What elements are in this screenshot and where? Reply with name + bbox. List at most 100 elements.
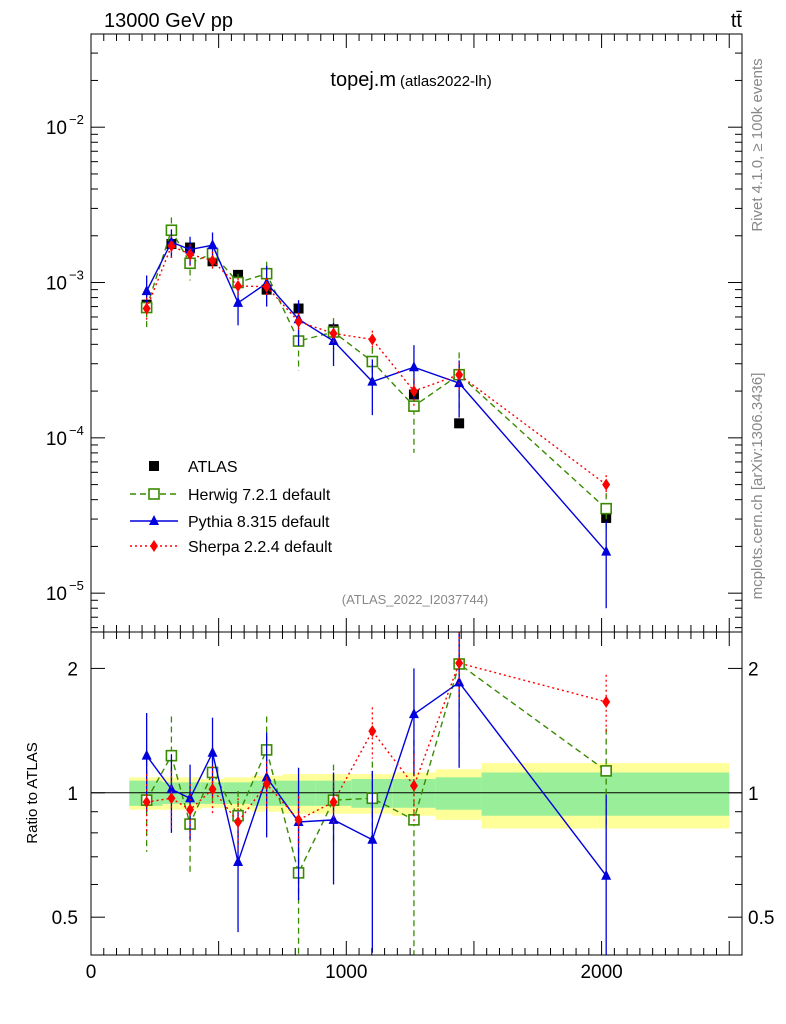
ratio-point bbox=[261, 771, 272, 782]
data-point bbox=[234, 279, 243, 292]
y-tick-label: 10 bbox=[46, 584, 67, 605]
ratio-point bbox=[602, 695, 611, 708]
y-tick-exponent: −2 bbox=[69, 112, 84, 127]
data-point bbox=[455, 368, 464, 381]
legend-entry: Herwig 7.2.1 default bbox=[130, 487, 331, 504]
y-tick-exponent: −3 bbox=[69, 268, 84, 283]
data-point bbox=[294, 315, 303, 328]
data-point bbox=[207, 239, 218, 250]
data-point bbox=[454, 377, 465, 388]
ratio-point bbox=[455, 657, 464, 670]
ratio-plot-frame bbox=[90, 631, 743, 956]
data-point bbox=[454, 418, 465, 429]
y-tick-exponent: −5 bbox=[69, 578, 84, 593]
legend-marker bbox=[149, 515, 159, 525]
data-point bbox=[602, 478, 611, 491]
ratio-y-tick-label-right: 2 bbox=[748, 659, 759, 680]
ratio-line bbox=[146, 681, 607, 877]
data-point bbox=[600, 502, 612, 515]
data-point bbox=[601, 545, 612, 556]
legend-label: Sherpa 2.2.4 default bbox=[188, 539, 333, 556]
legend: ATLAS Herwig 7.2.1 default Pythia 8.315 de… bbox=[130, 459, 333, 556]
ratio-y-tick-label: 0.5 bbox=[52, 908, 78, 929]
ratio-point bbox=[329, 796, 338, 809]
data-point bbox=[409, 385, 418, 398]
y-tick-label: 10 bbox=[46, 429, 67, 450]
y-tick-exponent: −4 bbox=[69, 423, 84, 438]
ratio-point bbox=[186, 803, 195, 816]
ratio-y-tick-label: 2 bbox=[67, 659, 78, 680]
data-point bbox=[141, 285, 152, 296]
data-point bbox=[328, 335, 339, 346]
energy-label: 13000 GeV pp bbox=[104, 10, 233, 32]
x-tick-label: 1000 bbox=[325, 962, 367, 983]
legend-entry: ATLAS bbox=[149, 459, 238, 476]
data-point bbox=[142, 302, 151, 315]
legend-entry: Sherpa 2.2.4 default bbox=[130, 539, 333, 556]
ratio-point bbox=[601, 869, 612, 880]
ratio-point bbox=[454, 676, 465, 687]
ratio-y-tick-label-right: 0.5 bbox=[748, 908, 774, 929]
legend-marker bbox=[150, 540, 158, 552]
data-point bbox=[368, 333, 377, 346]
series-line bbox=[146, 241, 607, 553]
process-label: tt̄ bbox=[731, 10, 743, 32]
ratio-point bbox=[208, 783, 217, 796]
ratio-point bbox=[262, 778, 271, 791]
ratio-point bbox=[600, 765, 612, 777]
ratio-point bbox=[408, 708, 419, 719]
ratio-point bbox=[142, 796, 151, 809]
axes-layer bbox=[90, 33, 743, 956]
series-layer bbox=[140, 217, 612, 955]
data-point bbox=[329, 327, 338, 340]
data-point bbox=[186, 248, 195, 261]
ratio-y-axis-label: Ratio to ATLAS bbox=[24, 742, 41, 843]
source-label: mcplots.cern.ch [arXiv:1306.3436] bbox=[749, 373, 766, 600]
legend-label: ATLAS bbox=[188, 459, 238, 476]
ratio-point bbox=[166, 783, 177, 794]
legend-marker bbox=[148, 488, 160, 500]
ratio-series-pythia bbox=[141, 632, 612, 955]
series-pythia bbox=[141, 229, 612, 609]
data-point bbox=[367, 375, 378, 386]
legend-entry: Pythia 8.315 default bbox=[130, 514, 330, 531]
ratio-line bbox=[146, 662, 607, 824]
legend-marker bbox=[149, 461, 159, 471]
plot-title-suffix: (atlas2022-lh) bbox=[400, 73, 492, 90]
plot-title: topej.m bbox=[330, 69, 396, 91]
legend-label: Pythia 8.315 default bbox=[188, 514, 330, 531]
ratio-point bbox=[185, 792, 196, 803]
legend-label: Herwig 7.2.1 default bbox=[188, 487, 331, 504]
data-point bbox=[262, 280, 271, 293]
ratio-point bbox=[367, 833, 378, 844]
x-tick-label: 0 bbox=[86, 962, 97, 983]
data-point bbox=[167, 239, 176, 252]
ratio-point bbox=[167, 792, 176, 805]
ratio-point bbox=[233, 856, 244, 867]
ratio-point bbox=[141, 749, 152, 760]
data-point bbox=[233, 296, 244, 307]
analysis-watermark: (ATLAS_2022_I2037744) bbox=[342, 592, 488, 607]
x-tick-label: 2000 bbox=[580, 962, 622, 983]
ratio-point bbox=[368, 725, 377, 738]
rivet-version-label: Rivet 4.1.0, ≥ 100k events bbox=[749, 58, 766, 231]
data-point bbox=[408, 400, 420, 412]
ratio-y-tick-label-right: 1 bbox=[748, 784, 759, 805]
series-sherpa bbox=[142, 235, 611, 496]
ratio-point bbox=[207, 746, 218, 757]
uncertainty-bands bbox=[91, 763, 742, 829]
ratio-point bbox=[294, 813, 303, 826]
y-tick-label: 10 bbox=[46, 274, 67, 295]
ratio-y-tick-label: 1 bbox=[67, 784, 78, 805]
ratio-inner-band bbox=[481, 772, 730, 816]
data-point bbox=[408, 361, 419, 372]
ratio-point bbox=[409, 779, 418, 792]
ratio-inner-band bbox=[435, 777, 482, 810]
y-tick-label: 10 bbox=[46, 118, 67, 139]
ratio-line bbox=[146, 662, 607, 875]
ratio-point bbox=[234, 815, 243, 828]
ratio-point bbox=[328, 813, 339, 824]
ratio-series-sherpa bbox=[142, 632, 611, 850]
